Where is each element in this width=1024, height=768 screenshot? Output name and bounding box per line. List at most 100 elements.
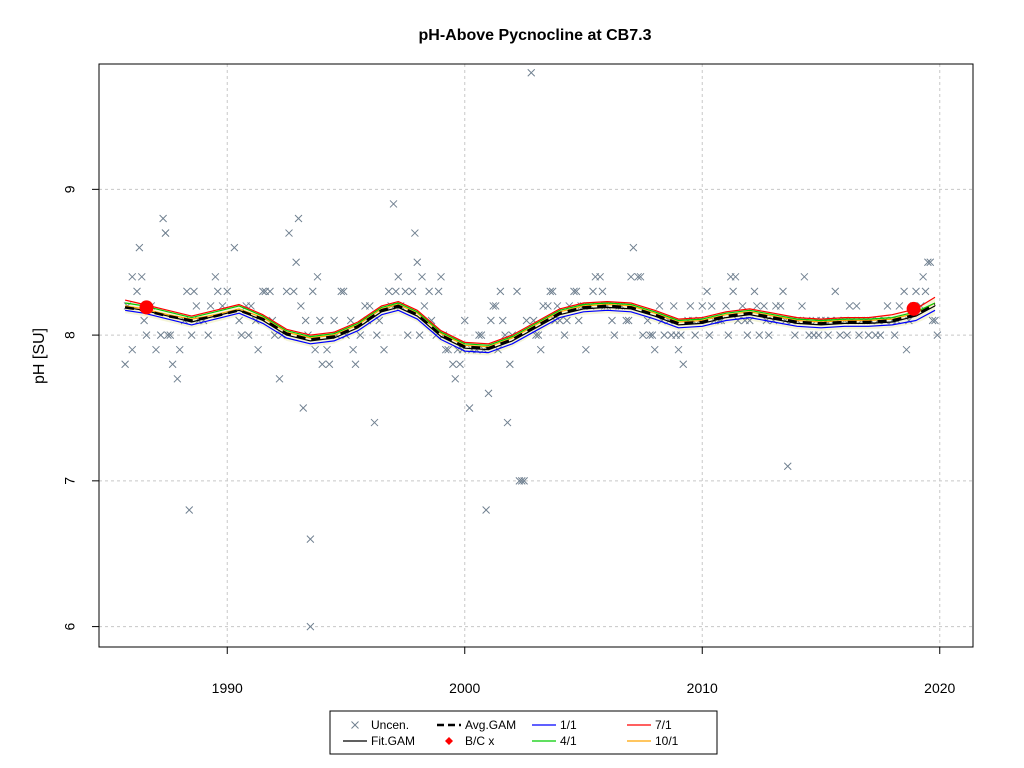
data-point — [301, 316, 310, 325]
data-point — [244, 331, 253, 339]
data-point — [890, 331, 899, 339]
data-point — [351, 360, 360, 369]
data-point — [166, 331, 175, 339]
data-point — [456, 360, 464, 369]
data-point — [843, 331, 851, 339]
data-point — [572, 287, 581, 296]
data-point — [140, 316, 148, 325]
legend-label: 1/1 — [560, 718, 577, 732]
data-point — [161, 229, 170, 237]
data-point — [814, 331, 823, 339]
data-point — [691, 331, 699, 339]
data-point — [655, 302, 664, 310]
data-point — [760, 302, 768, 310]
data-point — [610, 331, 619, 339]
data-point — [460, 316, 469, 325]
data-point — [836, 331, 844, 339]
data-point — [791, 331, 799, 339]
data-point — [596, 272, 604, 281]
legend: Uncen. Avg.GAM 1/1 7/1 Fit.GAM B/C x 4/1 10/1 — [329, 710, 718, 755]
data-point — [489, 302, 498, 310]
data-point — [876, 331, 885, 339]
data-point — [211, 272, 220, 281]
data-point — [254, 345, 262, 354]
data-point — [560, 331, 569, 339]
data-point — [259, 287, 267, 296]
data-point — [648, 331, 657, 339]
data-point — [764, 331, 773, 339]
legend-label: B/C x — [465, 734, 494, 748]
data-point — [608, 316, 616, 325]
data-point — [451, 374, 460, 383]
data-point — [527, 68, 536, 77]
data-point — [634, 272, 642, 281]
data-point — [743, 331, 752, 339]
data-point — [646, 331, 654, 339]
data-point — [449, 360, 457, 369]
plot-frame — [98, 63, 974, 648]
data-point — [294, 214, 303, 223]
data-point — [679, 360, 688, 369]
series-line-s1_1 — [125, 309, 936, 354]
legend-item-fit: Fit.GAM — [343, 734, 415, 748]
data-point — [570, 287, 578, 296]
data-point — [192, 302, 201, 310]
data-point — [513, 287, 521, 296]
data-point — [522, 316, 531, 325]
data-point — [441, 345, 450, 354]
legend-label: Avg.GAM — [465, 718, 516, 732]
data-point — [517, 476, 526, 485]
legend-box — [329, 710, 718, 755]
data-point — [394, 272, 403, 281]
legend-item-avg: Avg.GAM — [437, 718, 516, 732]
bc-point — [139, 300, 154, 315]
data-point — [800, 272, 809, 281]
data-point — [213, 287, 222, 296]
data-point — [660, 331, 669, 339]
data-point — [650, 345, 659, 354]
data-point — [622, 316, 631, 325]
data-point — [420, 302, 429, 310]
data-point — [639, 331, 647, 339]
data-point — [636, 272, 645, 281]
data-point — [864, 331, 873, 339]
y-tick-label: 6 — [62, 622, 78, 630]
data-point — [798, 302, 806, 310]
legend-symbol — [351, 721, 359, 729]
data-point — [707, 302, 716, 310]
grid — [99, 64, 973, 647]
data-point — [337, 287, 346, 296]
series-lines — [124, 296, 936, 354]
data-point — [128, 272, 137, 281]
data-point — [574, 316, 583, 325]
data-point — [883, 302, 892, 310]
data-point — [121, 360, 129, 369]
data-point — [299, 404, 308, 412]
data-point — [724, 331, 733, 339]
data-point — [230, 243, 239, 252]
data-point — [365, 302, 374, 310]
data-point — [306, 535, 315, 543]
data-point — [135, 243, 144, 252]
data-point — [318, 360, 327, 369]
data-point — [705, 331, 714, 339]
data-point — [403, 331, 412, 339]
data-point — [316, 316, 324, 325]
data-point — [356, 331, 365, 339]
legend-label: Uncen. — [371, 718, 409, 732]
data-point — [750, 287, 759, 296]
legend-label: Fit.GAM — [371, 734, 415, 748]
data-point — [292, 258, 300, 267]
data-point — [482, 506, 490, 514]
data-point — [506, 360, 514, 369]
data-point — [912, 287, 920, 296]
data-point — [496, 287, 505, 296]
data-point — [159, 214, 167, 223]
data-point — [924, 258, 932, 267]
data-point — [855, 331, 863, 339]
data-point — [401, 287, 410, 296]
data-point — [323, 345, 331, 354]
data-point — [933, 331, 942, 339]
data-point — [444, 345, 452, 354]
legend-item-s1_1: 1/1 — [532, 718, 577, 732]
